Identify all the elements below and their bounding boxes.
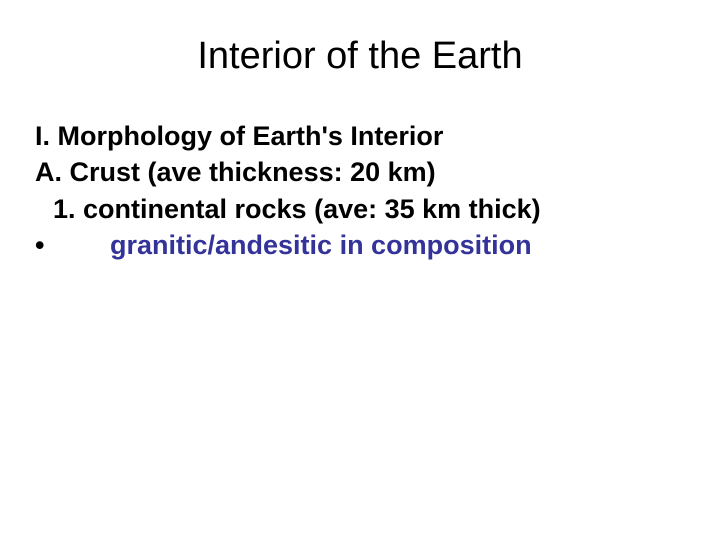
outline-line-2: A. Crust (ave thickness: 20 km) [35, 154, 690, 190]
bullet-marker: • [35, 227, 110, 263]
bullet-line: •granitic/andesitic in composition [35, 227, 690, 263]
outline-line-3: 1. continental rocks (ave: 35 km thick) [35, 191, 690, 227]
slide-title: Interior of the Earth [30, 35, 690, 78]
slide-content: I. Morphology of Earth's Interior A. Cru… [30, 118, 690, 264]
outline-line-1: I. Morphology of Earth's Interior [35, 118, 690, 154]
bullet-text: granitic/andesitic in composition [110, 230, 532, 260]
slide-container: Interior of the Earth I. Morphology of E… [0, 0, 720, 540]
